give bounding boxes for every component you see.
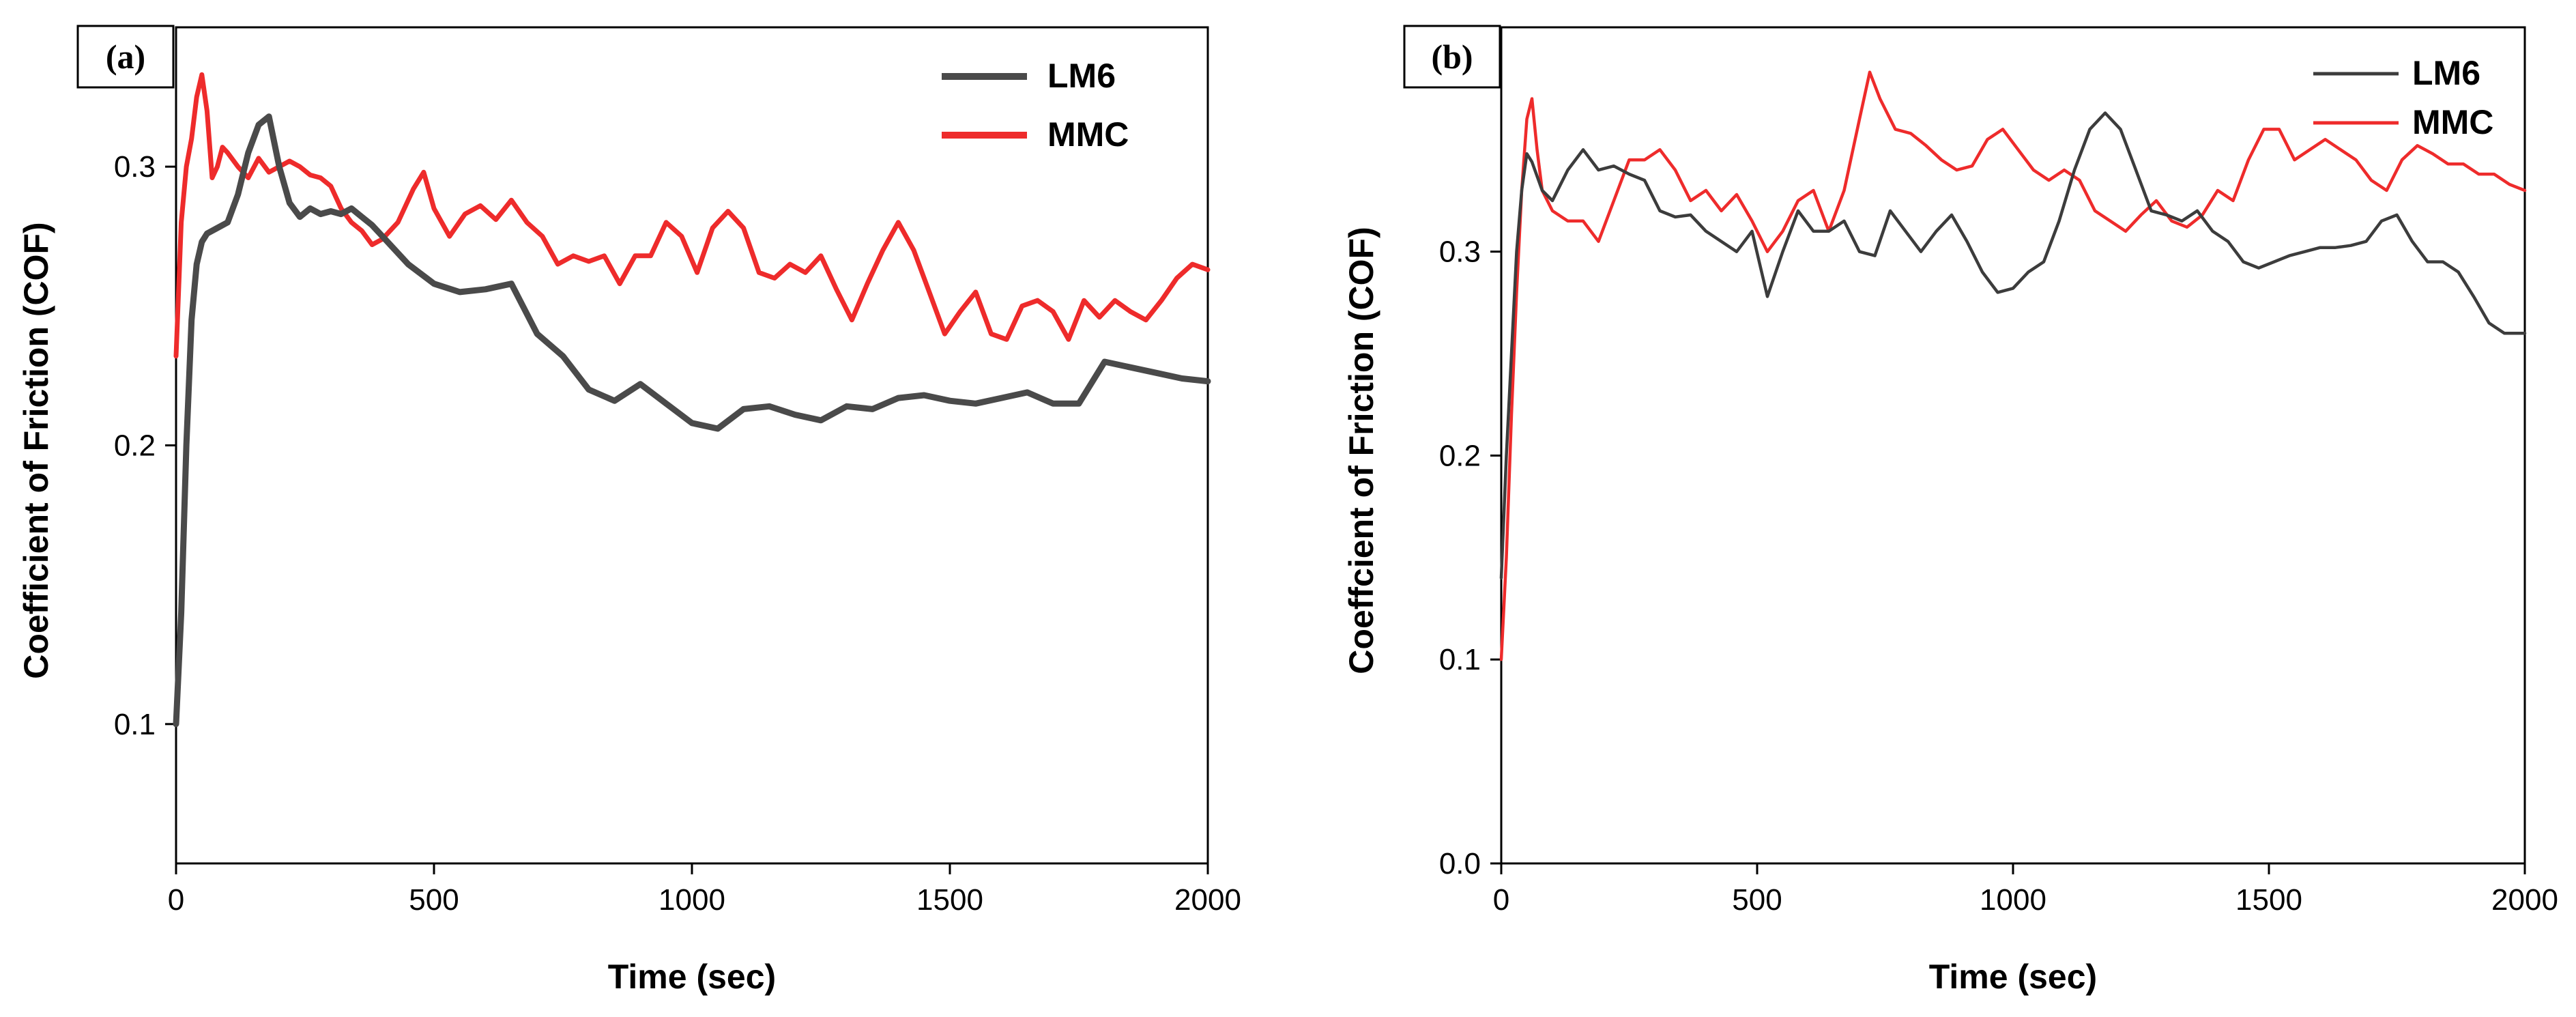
x-tick-label-a-1500: 1500: [916, 883, 983, 917]
panel-label-a: (a): [106, 38, 145, 76]
axis-ticks-a: 0 500 1000 1500 2000 0.1 0.2 0.3: [114, 150, 1241, 917]
series-line-lm6-a: [173, 113, 1211, 728]
series-group-a: [173, 72, 1211, 728]
x-tick-label-a-500: 500: [409, 883, 459, 917]
y-tick-label-b-0.1: 0.1: [1439, 643, 1481, 676]
x-axis-title-a: Time (sec): [608, 958, 776, 996]
x-tick-label-a-1000: 1000: [659, 883, 725, 917]
panel-label-box-b: [1403, 25, 1501, 89]
panel-b: (b) 0 500 1000 1500 2000 0.0 0.1 0.2 0.3 Time (s…: [1342, 25, 2558, 996]
panel-a: (a) 0 500 1000 1500 2000 0.1 0.2 0.3 Time (sec)…: [17, 25, 1241, 996]
legend-a: LM6 MMC: [942, 57, 1129, 154]
x-tick-label-a-2000: 2000: [1174, 883, 1241, 917]
legend-b: LM6 MMC: [2313, 54, 2493, 141]
y-axis-title-a: Coefficient of Friction (COF): [17, 222, 55, 678]
x-tick-label-a-0: 0: [168, 883, 184, 917]
legend-label-mmc-b: MMC: [2412, 103, 2493, 141]
y-tick-label-a-0.1: 0.1: [114, 708, 156, 741]
series-group-b: [1499, 70, 2527, 661]
x-tick-label-b-500: 500: [1732, 883, 1782, 917]
panel-label-b: (b): [1431, 38, 1473, 76]
y-tick-label-a-0.2: 0.2: [114, 429, 156, 463]
y-tick-label-b-0.3: 0.3: [1439, 235, 1481, 269]
legend-label-lm6-a: LM6: [1047, 57, 1116, 95]
axis-ticks-b: 0 500 1000 1500 2000 0.0 0.1 0.2 0.3: [1439, 235, 2558, 917]
y-tick-label-b-0.2: 0.2: [1439, 439, 1481, 472]
x-tick-label-b-0: 0: [1493, 883, 1509, 917]
y-tick-label-b-0: 0.0: [1439, 847, 1481, 880]
x-tick-label-b-2000: 2000: [2491, 883, 2558, 917]
y-axis-title-b: Coeffcient of Friction (COF): [1342, 227, 1380, 674]
x-axis-title-b: Time (sec): [1929, 958, 2097, 996]
legend-label-mmc-a: MMC: [1047, 115, 1129, 154]
series-line-mmc-a: [173, 72, 1211, 359]
series-line-mmc-b: [1499, 70, 2527, 661]
series-line-lm6-b: [1499, 111, 2527, 579]
x-tick-label-b-1500: 1500: [2235, 883, 2302, 917]
legend-label-lm6-b: LM6: [2412, 54, 2480, 92]
panel-label-box-a: [76, 25, 175, 89]
x-tick-label-b-1000: 1000: [1980, 883, 2046, 917]
y-tick-label-a-0.3: 0.3: [114, 150, 156, 184]
